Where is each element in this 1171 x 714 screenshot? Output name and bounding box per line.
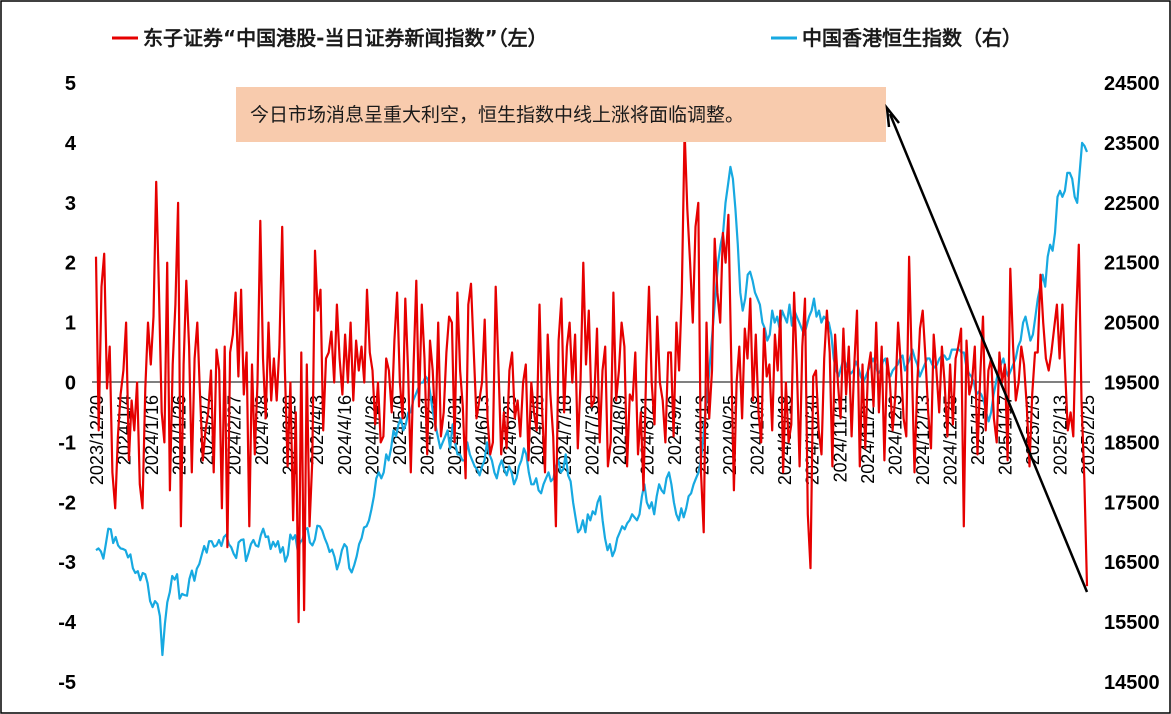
left-tick-label: -5 (58, 672, 76, 694)
legend-right-label: 中国香港恒生指数（右） (802, 26, 1022, 50)
left-axis-ticks: 5 4 3 2 1 0 -1 -2 -3 -4 -5 (58, 73, 77, 694)
x-tick-label: 2024/7/18 (555, 395, 575, 475)
right-tick-label: 16500 (1104, 552, 1160, 574)
x-tick-label: 2024/1/16 (142, 395, 162, 475)
series-news-index-line (94, 129, 1089, 624)
right-tick-label: 23500 (1104, 133, 1160, 155)
right-axis-ticks: 24500 23500 22500 21500 20500 19500 18500 17500… (1104, 73, 1160, 694)
legend: 东子证券“中国港股-当日证券新闻指数”（左） 中国香港恒生指数（右） (112, 26, 1022, 50)
x-tick-label: 2024/12/25 (940, 395, 960, 485)
right-tick-label: 24500 (1104, 73, 1160, 95)
right-tick-label: 14500 (1104, 672, 1160, 694)
x-tick-label: 2024/7/30 (583, 395, 603, 475)
x-tick-label: 2024/12/3 (885, 395, 905, 475)
right-tick-label: 22500 (1104, 193, 1160, 215)
x-tick-label: 2024/9/25 (720, 395, 740, 475)
series-hang-seng-line (95, 141, 1089, 657)
left-tick-label: 1 (65, 313, 76, 335)
left-tick-label: -3 (58, 552, 76, 574)
right-tick-label: 19500 (1104, 373, 1160, 395)
x-tick-label: 2025/1/17 (995, 395, 1015, 475)
left-tick-label: 0 (65, 373, 76, 395)
left-tick-label: 3 (65, 193, 76, 215)
x-tick-label: 2024/11/11 (830, 395, 850, 482)
x-tick-label: 2024/4/16 (335, 395, 355, 475)
x-tick-label: 2024/4/26 (362, 395, 382, 475)
x-tick-label: 2023/12/20 (87, 395, 107, 485)
annotation-text: 今日市场消息呈重大利空，恒生指数中线上涨将面临调整。 (250, 104, 744, 126)
right-tick-label: 21500 (1104, 253, 1160, 275)
arrow-shaft (888, 113, 1089, 593)
right-tick-label: 15500 (1104, 612, 1160, 634)
x-tick-label: 2025/2/13 (1050, 395, 1070, 475)
annotation-box (236, 87, 886, 142)
left-tick-label: 5 (65, 73, 76, 95)
right-tick-label: 17500 (1104, 492, 1160, 514)
x-tick-label: 2024/11/21 (858, 395, 878, 484)
annotation: 今日市场消息呈重大利空，恒生指数中线上涨将面临调整。 (236, 87, 886, 142)
left-tick-label: 2 (65, 253, 76, 275)
left-tick-label: -2 (58, 492, 76, 514)
x-tick-label: 2024/5/9 (390, 395, 410, 465)
left-tick-label: 4 (65, 133, 77, 155)
legend-left-label: 东子证券“中国港股-当日证券新闻指数”（左） (143, 26, 548, 50)
x-tick-label: 2024/9/2 (665, 395, 685, 465)
left-tick-label: -4 (58, 612, 77, 634)
right-tick-label: 20500 (1104, 313, 1160, 335)
arrow-head (885, 103, 900, 128)
left-tick-label: -1 (58, 432, 76, 454)
right-tick-label: 18500 (1104, 432, 1160, 454)
annotation-arrow (885, 103, 1089, 593)
